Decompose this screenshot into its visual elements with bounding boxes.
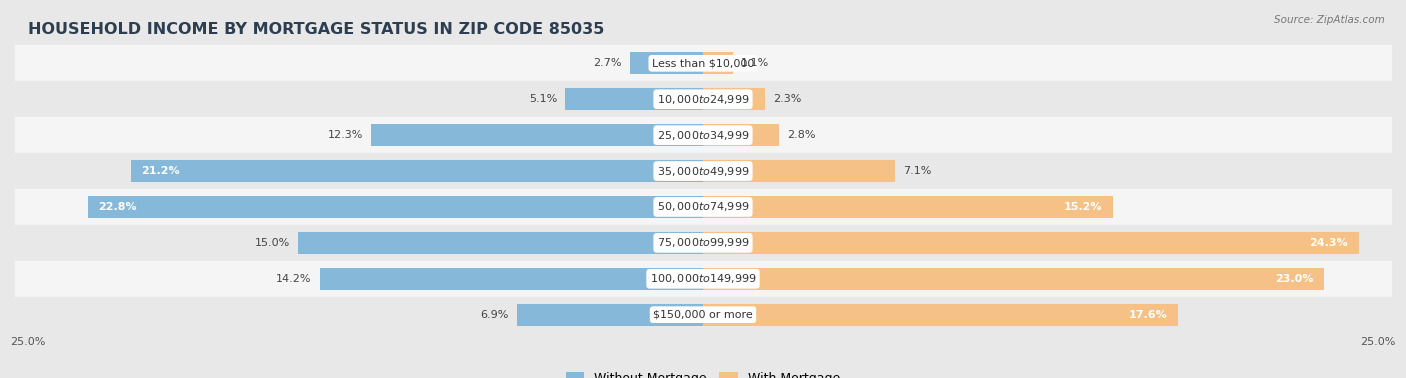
Text: 15.2%: 15.2%	[1064, 202, 1102, 212]
Text: 2.3%: 2.3%	[773, 94, 801, 104]
Legend: Without Mortgage, With Mortgage: Without Mortgage, With Mortgage	[561, 367, 845, 378]
Bar	[703, 124, 779, 146]
Text: 17.6%: 17.6%	[1129, 310, 1167, 320]
Text: 22.8%: 22.8%	[98, 202, 136, 212]
Bar	[517, 304, 703, 326]
Bar	[131, 160, 703, 182]
Bar	[703, 304, 1178, 326]
Text: 15.0%: 15.0%	[254, 238, 290, 248]
Bar	[319, 268, 703, 290]
Bar	[14, 189, 1392, 225]
Text: $25,000 to $34,999: $25,000 to $34,999	[657, 129, 749, 142]
Text: 6.9%: 6.9%	[481, 310, 509, 320]
Text: 1.1%: 1.1%	[741, 58, 769, 68]
Bar	[14, 81, 1392, 117]
Bar	[14, 117, 1392, 153]
Text: 21.2%: 21.2%	[142, 166, 180, 176]
Text: $75,000 to $99,999: $75,000 to $99,999	[657, 236, 749, 249]
Bar	[14, 297, 1392, 333]
Bar	[703, 196, 1114, 218]
Bar	[703, 160, 894, 182]
Text: 2.8%: 2.8%	[787, 130, 815, 140]
Text: $100,000 to $149,999: $100,000 to $149,999	[650, 272, 756, 285]
Text: $35,000 to $49,999: $35,000 to $49,999	[657, 164, 749, 178]
Bar	[298, 232, 703, 254]
Bar	[87, 196, 703, 218]
Bar	[14, 45, 1392, 81]
Bar	[14, 153, 1392, 189]
Text: 12.3%: 12.3%	[328, 130, 363, 140]
Bar	[630, 52, 703, 74]
Bar	[703, 232, 1360, 254]
Text: 23.0%: 23.0%	[1275, 274, 1313, 284]
Text: $10,000 to $24,999: $10,000 to $24,999	[657, 93, 749, 106]
Text: $50,000 to $74,999: $50,000 to $74,999	[657, 200, 749, 214]
Text: 7.1%: 7.1%	[903, 166, 931, 176]
Bar	[14, 261, 1392, 297]
Bar	[703, 268, 1324, 290]
Bar	[703, 88, 765, 110]
Text: 5.1%: 5.1%	[529, 94, 557, 104]
Text: $150,000 or more: $150,000 or more	[654, 310, 752, 320]
Text: Source: ZipAtlas.com: Source: ZipAtlas.com	[1274, 15, 1385, 25]
Text: 24.3%: 24.3%	[1309, 238, 1348, 248]
Text: 14.2%: 14.2%	[276, 274, 312, 284]
Bar	[703, 52, 733, 74]
Text: Less than $10,000: Less than $10,000	[652, 58, 754, 68]
Text: HOUSEHOLD INCOME BY MORTGAGE STATUS IN ZIP CODE 85035: HOUSEHOLD INCOME BY MORTGAGE STATUS IN Z…	[28, 22, 605, 37]
Bar	[14, 225, 1392, 261]
Text: 2.7%: 2.7%	[593, 58, 621, 68]
Bar	[565, 88, 703, 110]
Bar	[371, 124, 703, 146]
